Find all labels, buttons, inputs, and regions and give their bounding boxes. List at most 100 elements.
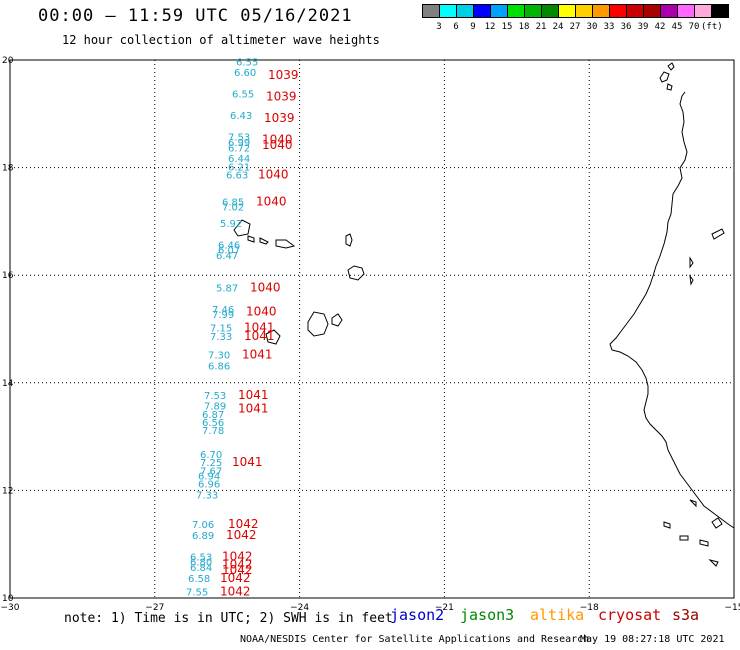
swh-value-label: 7.30 [208, 351, 230, 362]
coastal-islands [689, 228, 725, 286]
track-label: 1040 [250, 280, 281, 294]
legend-tick-label: 27 [569, 22, 581, 32]
generation-timestamp: May 19 08:27:18 UTC 2021 [580, 634, 725, 645]
legend-tick-label: 36 [620, 22, 632, 32]
swh-value-label: 6.58 [188, 574, 210, 585]
legend-tick-label: 70 [688, 22, 700, 32]
track-label: 1040 [262, 132, 293, 146]
legend-tick-label: 3 [436, 22, 442, 32]
track-label: 1039 [266, 89, 297, 103]
track-label: 1039 [268, 68, 299, 82]
legend-tick-label: 6 [453, 22, 459, 32]
swh-value-label: 6.47 [216, 251, 238, 262]
satellite-name: jason2 [390, 606, 445, 624]
swh-value-label: 7.33 [196, 490, 218, 501]
satellite-name: altika [530, 606, 585, 624]
track-label: 1042 [228, 517, 259, 531]
swh-value-label: 5.92 [220, 219, 242, 230]
lon-tick-label: −15 [725, 603, 740, 613]
track-label: 1041 [244, 329, 275, 343]
track-label: 1042 [220, 584, 251, 598]
swh-value-label: 7.33 [210, 332, 232, 343]
track-label: 1042 [220, 571, 251, 585]
track-label: 1040 [256, 194, 287, 208]
lat-tick-label: 14 [2, 379, 14, 389]
track-label: 1039 [264, 111, 295, 125]
swh-value-label: 7.67 [200, 466, 222, 477]
page-subtitle: 12 hour collection of altimeter wave hei… [62, 33, 380, 47]
swh-value-label: 7.53 [204, 391, 226, 402]
footer-note: note: 1) Time is in UTC; 2) SWH is in fe… [64, 611, 393, 626]
track-label: 1041 [232, 455, 263, 469]
legend-swatch [711, 4, 729, 18]
lat-tick-label: 20 [2, 56, 14, 66]
swh-value-label: 6.72 [228, 143, 250, 154]
swh-value-label: 6.55 [236, 57, 258, 68]
island-fogo [265, 329, 281, 345]
track-label: 1041 [238, 388, 269, 402]
island-sal [345, 233, 353, 247]
swh-value-label: 6.44 [228, 154, 250, 165]
track-label: 1042 [226, 528, 257, 542]
legend-tick-label: 45 [671, 22, 683, 32]
lat-tick-label: 10 [2, 594, 14, 604]
swh-value-label: 6.46 [218, 240, 240, 251]
legend-tick-label: 30 [586, 22, 598, 32]
lon-tick-label: −27 [145, 603, 164, 613]
lon-tick-label: −30 [1, 603, 20, 613]
lat-tick-label: 12 [2, 486, 13, 496]
lon-tick-label: −18 [580, 603, 599, 613]
swh-value-label: 7.02 [222, 203, 244, 214]
page-title: 00:00 – 11:59 UTC 05/16/2021 [38, 6, 353, 26]
swh-value-label: 6.96 [198, 480, 220, 491]
swh-value-label: 7.15 [210, 324, 232, 335]
island-santiago [307, 311, 329, 337]
canary-islands [659, 62, 675, 91]
map-frame [9, 59, 735, 599]
island-boa-vista [347, 265, 365, 281]
swh-value-label: 6.55 [232, 90, 254, 101]
swh-value-label: 7.89 [204, 402, 226, 413]
swh-value-label: 7.78 [202, 426, 224, 437]
track-label: 1041 [238, 401, 269, 415]
swh-value-label: 7.06 [192, 520, 214, 531]
credit-line: NOAA/NESDIS Center for Satellite Applica… [240, 634, 590, 645]
swh-value-label: 7.53 [228, 133, 250, 144]
legend-tick-label: 18 [518, 22, 530, 32]
track-label: 1040 [258, 167, 289, 181]
legend-tick-label: 21 [535, 22, 547, 32]
swh-value-label: 6.43 [230, 111, 252, 122]
legend-tick-label: 42 [654, 22, 666, 32]
swh-value-label: 6.56 [202, 418, 224, 429]
swh-value-label: 6.87 [202, 410, 224, 421]
legend-tick-label: 24 [552, 22, 564, 32]
satellite-name: jason3 [460, 606, 515, 624]
track-label: 1040 [262, 138, 293, 152]
legend-tick-label: 39 [637, 22, 649, 32]
swh-value-label: 6.07 [218, 246, 240, 257]
swh-value-label: 7.99 [212, 310, 234, 321]
swh-value-label: 6.94 [198, 472, 220, 483]
island-sao-vicente [247, 235, 296, 249]
swh-value-label: 6.60 [234, 68, 256, 79]
satellite-name: s3a [672, 606, 700, 624]
track-label: 1041 [244, 321, 275, 335]
swh-value-label: 6.89 [192, 531, 214, 542]
track-label: 1042 [222, 563, 253, 577]
track-label: 1042 [222, 557, 253, 571]
africa-coastline [609, 91, 735, 529]
swh-value-label: 6.63 [226, 170, 248, 181]
lat-tick-label: 18 [2, 164, 14, 174]
lat-tick-label: 16 [2, 271, 14, 281]
legend-tick-label: 33 [603, 22, 615, 32]
swh-value-label: 6.99 [228, 138, 250, 149]
swh-value-label: 6.86 [208, 361, 230, 372]
satellite-name: cryosat [598, 606, 662, 624]
legend-tick-label: 9 [470, 22, 476, 32]
swh-value-label: 7.25 [200, 458, 222, 469]
track-label: 1041 [242, 348, 273, 362]
swh-value-label: 7.55 [186, 587, 208, 598]
swh-value-label: 6.85 [222, 197, 244, 208]
island-santo-antao [233, 219, 251, 237]
